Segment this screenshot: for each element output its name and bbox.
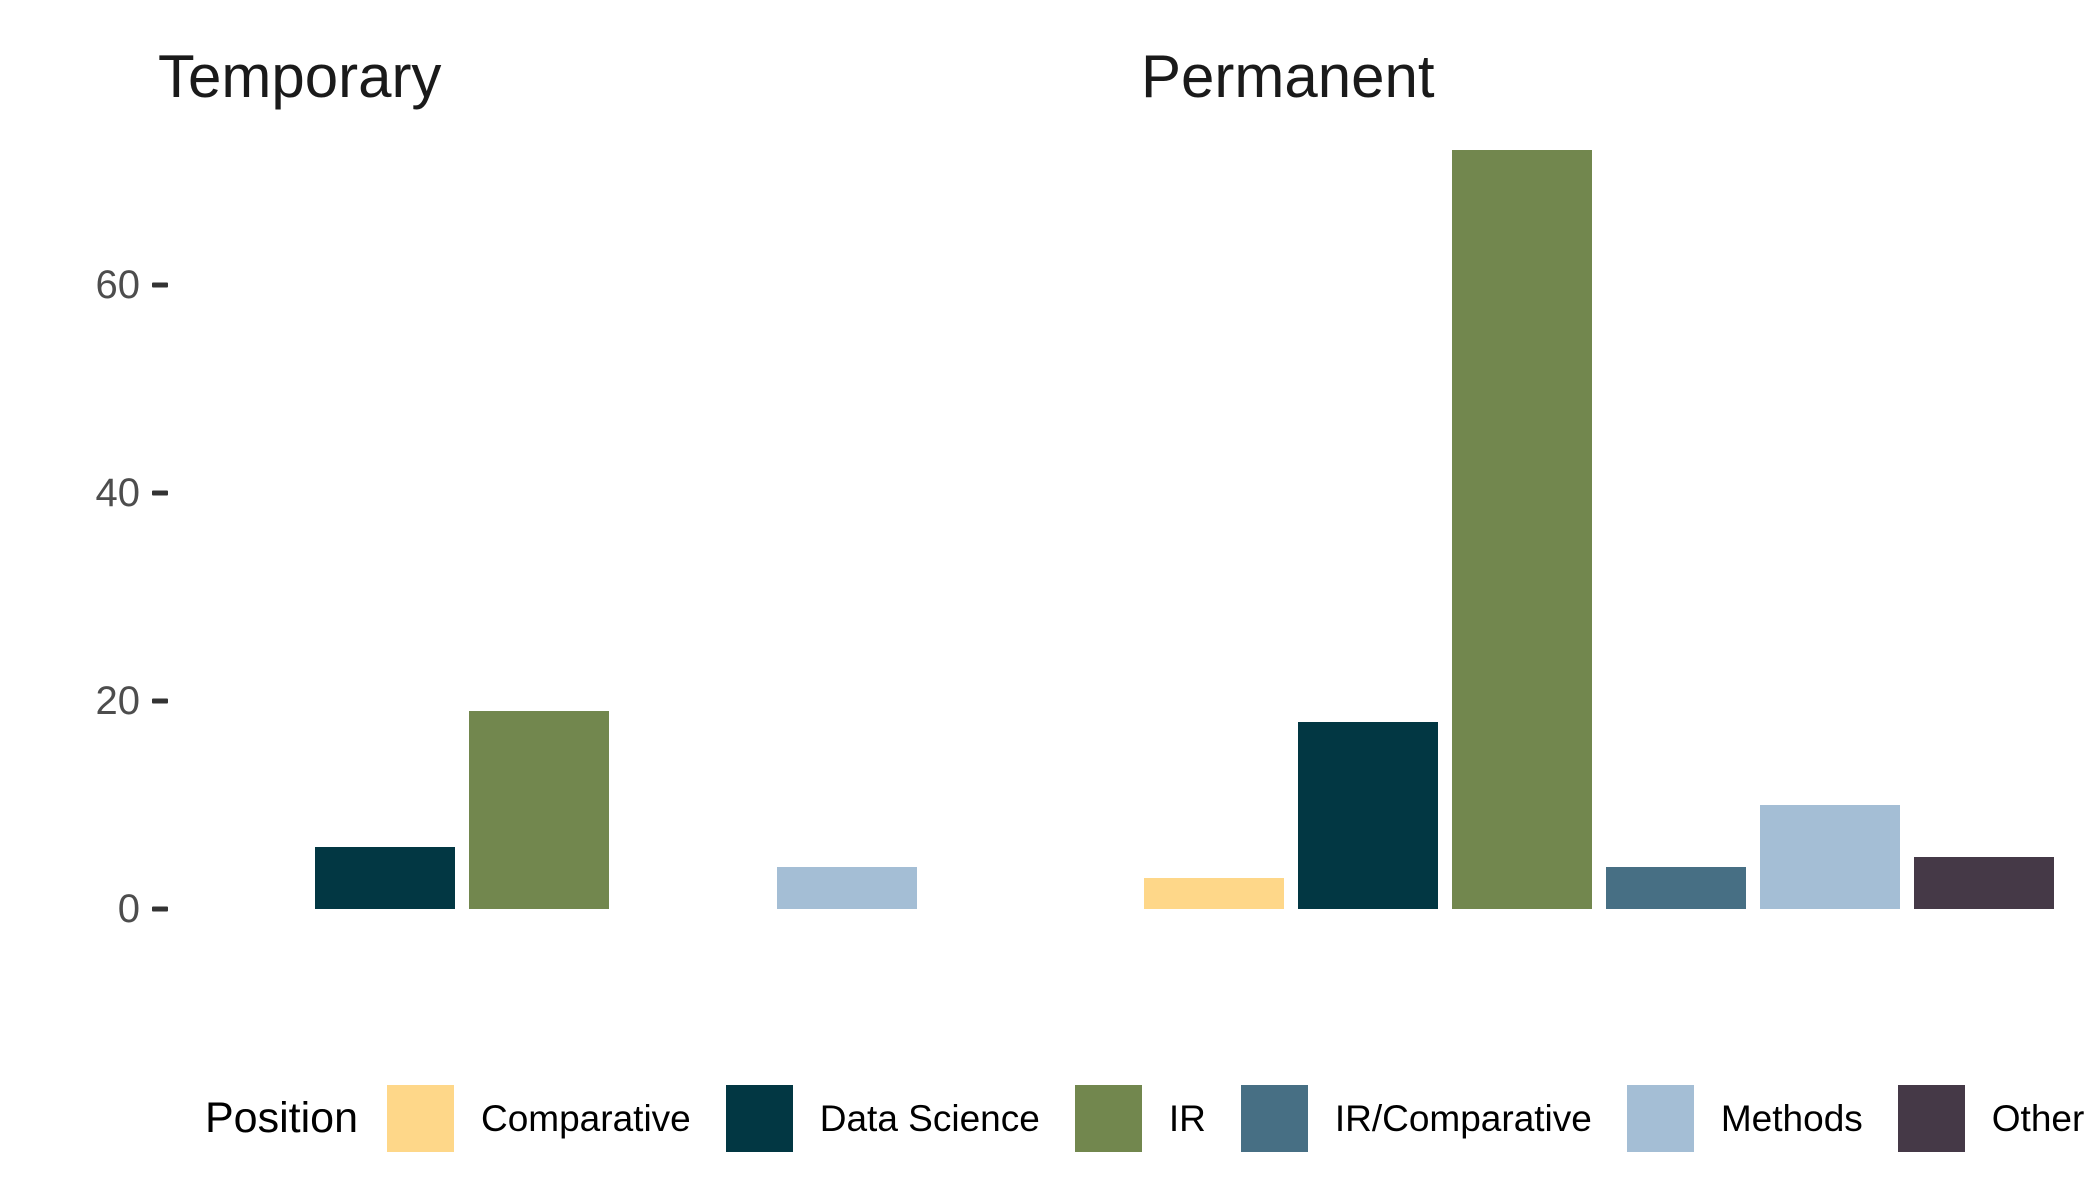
legend-swatch-comparative	[386, 1085, 454, 1152]
legend-title: Position	[205, 1094, 358, 1142]
y-tick-label-40: 40	[95, 471, 141, 515]
legend-item-comparative: Comparative	[386, 1085, 691, 1152]
legend-label-data-science: Data Science	[819, 1097, 1040, 1139]
legend-swatch-ir	[1074, 1085, 1142, 1152]
legend-swatch-ir-comparative	[1240, 1085, 1308, 1152]
bar-permanent-comparative	[1144, 877, 1284, 909]
y-tick-mark-0	[152, 906, 168, 912]
bar-temporary-methods	[777, 867, 917, 909]
legend-item-data-science: Data Science	[725, 1085, 1040, 1152]
y-tick-mark-60	[152, 282, 168, 288]
bar-permanent-other	[1914, 857, 2054, 909]
legend-item-ir: IR	[1074, 1085, 1206, 1152]
bar-permanent-methods	[1760, 805, 1900, 909]
facet-title-permanent: Permanent	[1141, 43, 1435, 110]
legend-label-ir-comparative: IR/Comparative	[1334, 1097, 1592, 1139]
legend: Position Comparative Data Science IR IR/Com…	[205, 1085, 2090, 1152]
bar-permanent-ir-comparative	[1606, 867, 1746, 909]
legend-label-methods: Methods	[1720, 1097, 1863, 1139]
bar-permanent-data-science	[1298, 721, 1438, 909]
legend-items: Comparative Data Science IR IR/Comparative M…	[386, 1085, 2090, 1152]
legend-item-methods: Methods	[1626, 1085, 1863, 1152]
bar-temporary-ir	[469, 711, 609, 909]
legend-label-other: Other	[1991, 1097, 2085, 1139]
facet-title-temporary: Temporary	[158, 43, 442, 110]
bar-permanent-ir	[1452, 149, 1592, 909]
legend-swatch-other	[1897, 1085, 1965, 1152]
legend-label-comparative: Comparative	[480, 1097, 691, 1139]
legend-swatch-methods	[1626, 1085, 1694, 1152]
legend-swatch-data-science	[725, 1085, 793, 1152]
y-tick-mark-20	[152, 698, 168, 704]
legend-label-ir: IR	[1168, 1097, 1206, 1139]
legend-item-other: Other	[1897, 1085, 2085, 1152]
y-tick-mark-40	[152, 490, 168, 496]
bar-temporary-data-science	[315, 846, 455, 909]
y-tick-label-60: 60	[95, 263, 141, 307]
y-tick-label-0: 0	[117, 887, 140, 931]
legend-item-ir-comparative: IR/Comparative	[1240, 1085, 1592, 1152]
y-tick-label-20: 20	[95, 679, 141, 723]
